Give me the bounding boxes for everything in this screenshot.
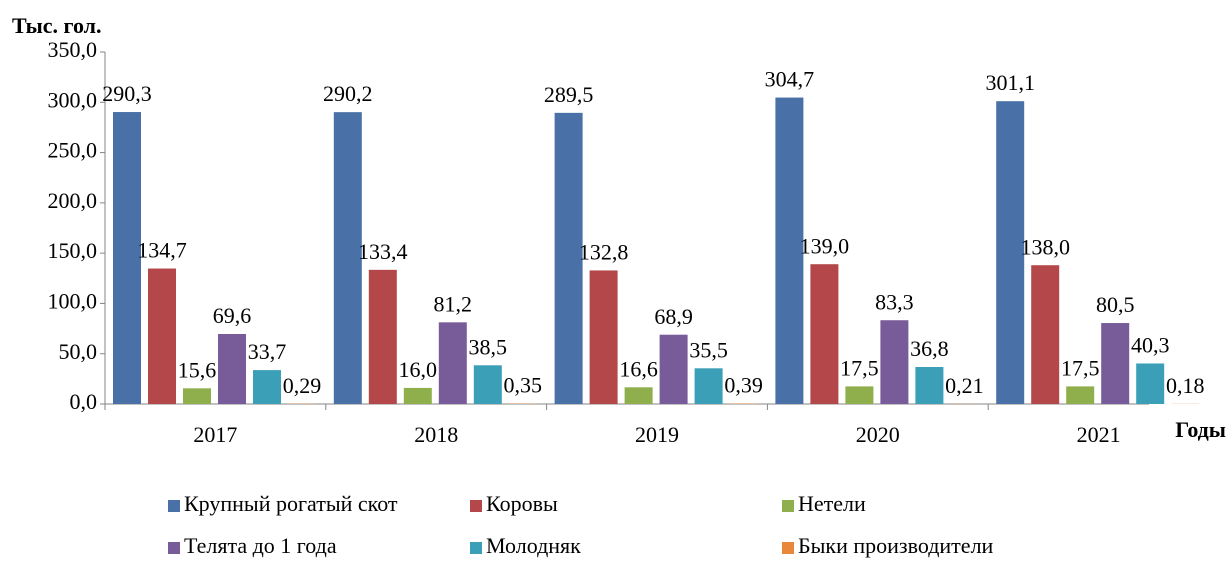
- x-tick-label: 2018: [414, 422, 458, 447]
- bar: [1136, 363, 1165, 404]
- legend-label: Крупный рогатый скот: [184, 491, 398, 516]
- value-label: 68,9: [654, 304, 693, 329]
- legend-label: Быки производители: [798, 533, 994, 558]
- bar: [183, 388, 211, 404]
- bar: [253, 370, 281, 404]
- value-label: 290,2: [323, 81, 373, 106]
- bar: [368, 269, 397, 404]
- bar: [403, 387, 432, 404]
- value-label: 0,29: [283, 373, 322, 398]
- value-label: 289,5: [544, 82, 594, 107]
- legend-swatch: [470, 500, 482, 512]
- y-tick-label: 150,0: [48, 238, 98, 263]
- y-axis-label: Тыс. гол.: [12, 13, 102, 38]
- value-label: 0,39: [724, 373, 763, 398]
- bar: [333, 112, 362, 404]
- value-label: 132,8: [579, 239, 629, 264]
- bar: [810, 264, 839, 404]
- value-label: 16,6: [619, 356, 658, 381]
- legend-label: Молодняк: [486, 533, 581, 558]
- legend-swatch: [782, 542, 794, 554]
- bar: [218, 334, 246, 404]
- bar: [589, 270, 618, 404]
- value-label: 69,6: [213, 303, 252, 328]
- bar: [845, 386, 874, 404]
- value-label: 0,18: [1166, 373, 1205, 398]
- x-axis-label: Годы: [1175, 417, 1226, 442]
- value-label: 0,35: [504, 373, 543, 398]
- x-tick-label: 2021: [1077, 422, 1121, 447]
- x-tick-label: 2020: [856, 422, 900, 447]
- y-tick-label: 250,0: [48, 138, 98, 163]
- value-label: 0,21: [945, 373, 984, 398]
- bar: [113, 112, 141, 405]
- value-label: 304,7: [765, 67, 815, 92]
- value-label: 83,3: [875, 289, 914, 314]
- legend-label: Коровы: [486, 491, 558, 516]
- y-tick-label: 100,0: [48, 288, 98, 313]
- legend-swatch: [470, 542, 482, 554]
- y-tick-label: 300,0: [48, 87, 98, 112]
- bar: [694, 368, 723, 404]
- value-label: 139,0: [800, 233, 850, 258]
- bar: [996, 101, 1025, 404]
- value-label: 16,0: [399, 357, 438, 382]
- bar: [438, 322, 467, 404]
- bar: [775, 97, 804, 404]
- y-tick-label: 350,0: [48, 37, 98, 62]
- value-label: 38,5: [469, 334, 508, 359]
- bar: [915, 366, 944, 404]
- bar: [473, 365, 502, 404]
- bar: [880, 320, 909, 404]
- bar: [1066, 386, 1095, 404]
- bar: [1031, 265, 1060, 404]
- bar: [659, 334, 688, 404]
- value-label: 80,5: [1096, 292, 1135, 317]
- x-tick-label: 2019: [635, 422, 679, 447]
- legend-swatch: [782, 500, 794, 512]
- value-label: 15,6: [178, 357, 217, 382]
- legend-label: Нетели: [798, 491, 866, 516]
- value-label: 134,7: [137, 238, 187, 263]
- bar: [554, 112, 583, 405]
- value-label: 40,3: [1131, 333, 1170, 358]
- bar: [1101, 323, 1130, 404]
- y-tick-label: 200,0: [48, 188, 98, 213]
- bar: [148, 268, 176, 404]
- legend-swatch: [168, 500, 180, 512]
- y-tick-label: 0,0: [70, 389, 98, 414]
- value-label: 36,8: [910, 336, 949, 361]
- value-label: 138,0: [1020, 234, 1070, 259]
- legend-swatch: [168, 542, 180, 554]
- value-label: 133,4: [358, 239, 408, 264]
- y-tick-label: 50,0: [59, 339, 98, 364]
- legend-label: Телята до 1 года: [184, 533, 337, 558]
- value-label: 17,5: [1061, 355, 1100, 380]
- value-label: 17,5: [840, 355, 879, 380]
- bar: [624, 387, 653, 404]
- value-label: 33,7: [248, 339, 287, 364]
- value-label: 290,3: [102, 81, 152, 106]
- value-label: 35,5: [689, 337, 728, 362]
- x-tick-label: 2017: [193, 422, 237, 447]
- value-label: 301,1: [985, 70, 1035, 95]
- value-label: 81,2: [434, 291, 473, 316]
